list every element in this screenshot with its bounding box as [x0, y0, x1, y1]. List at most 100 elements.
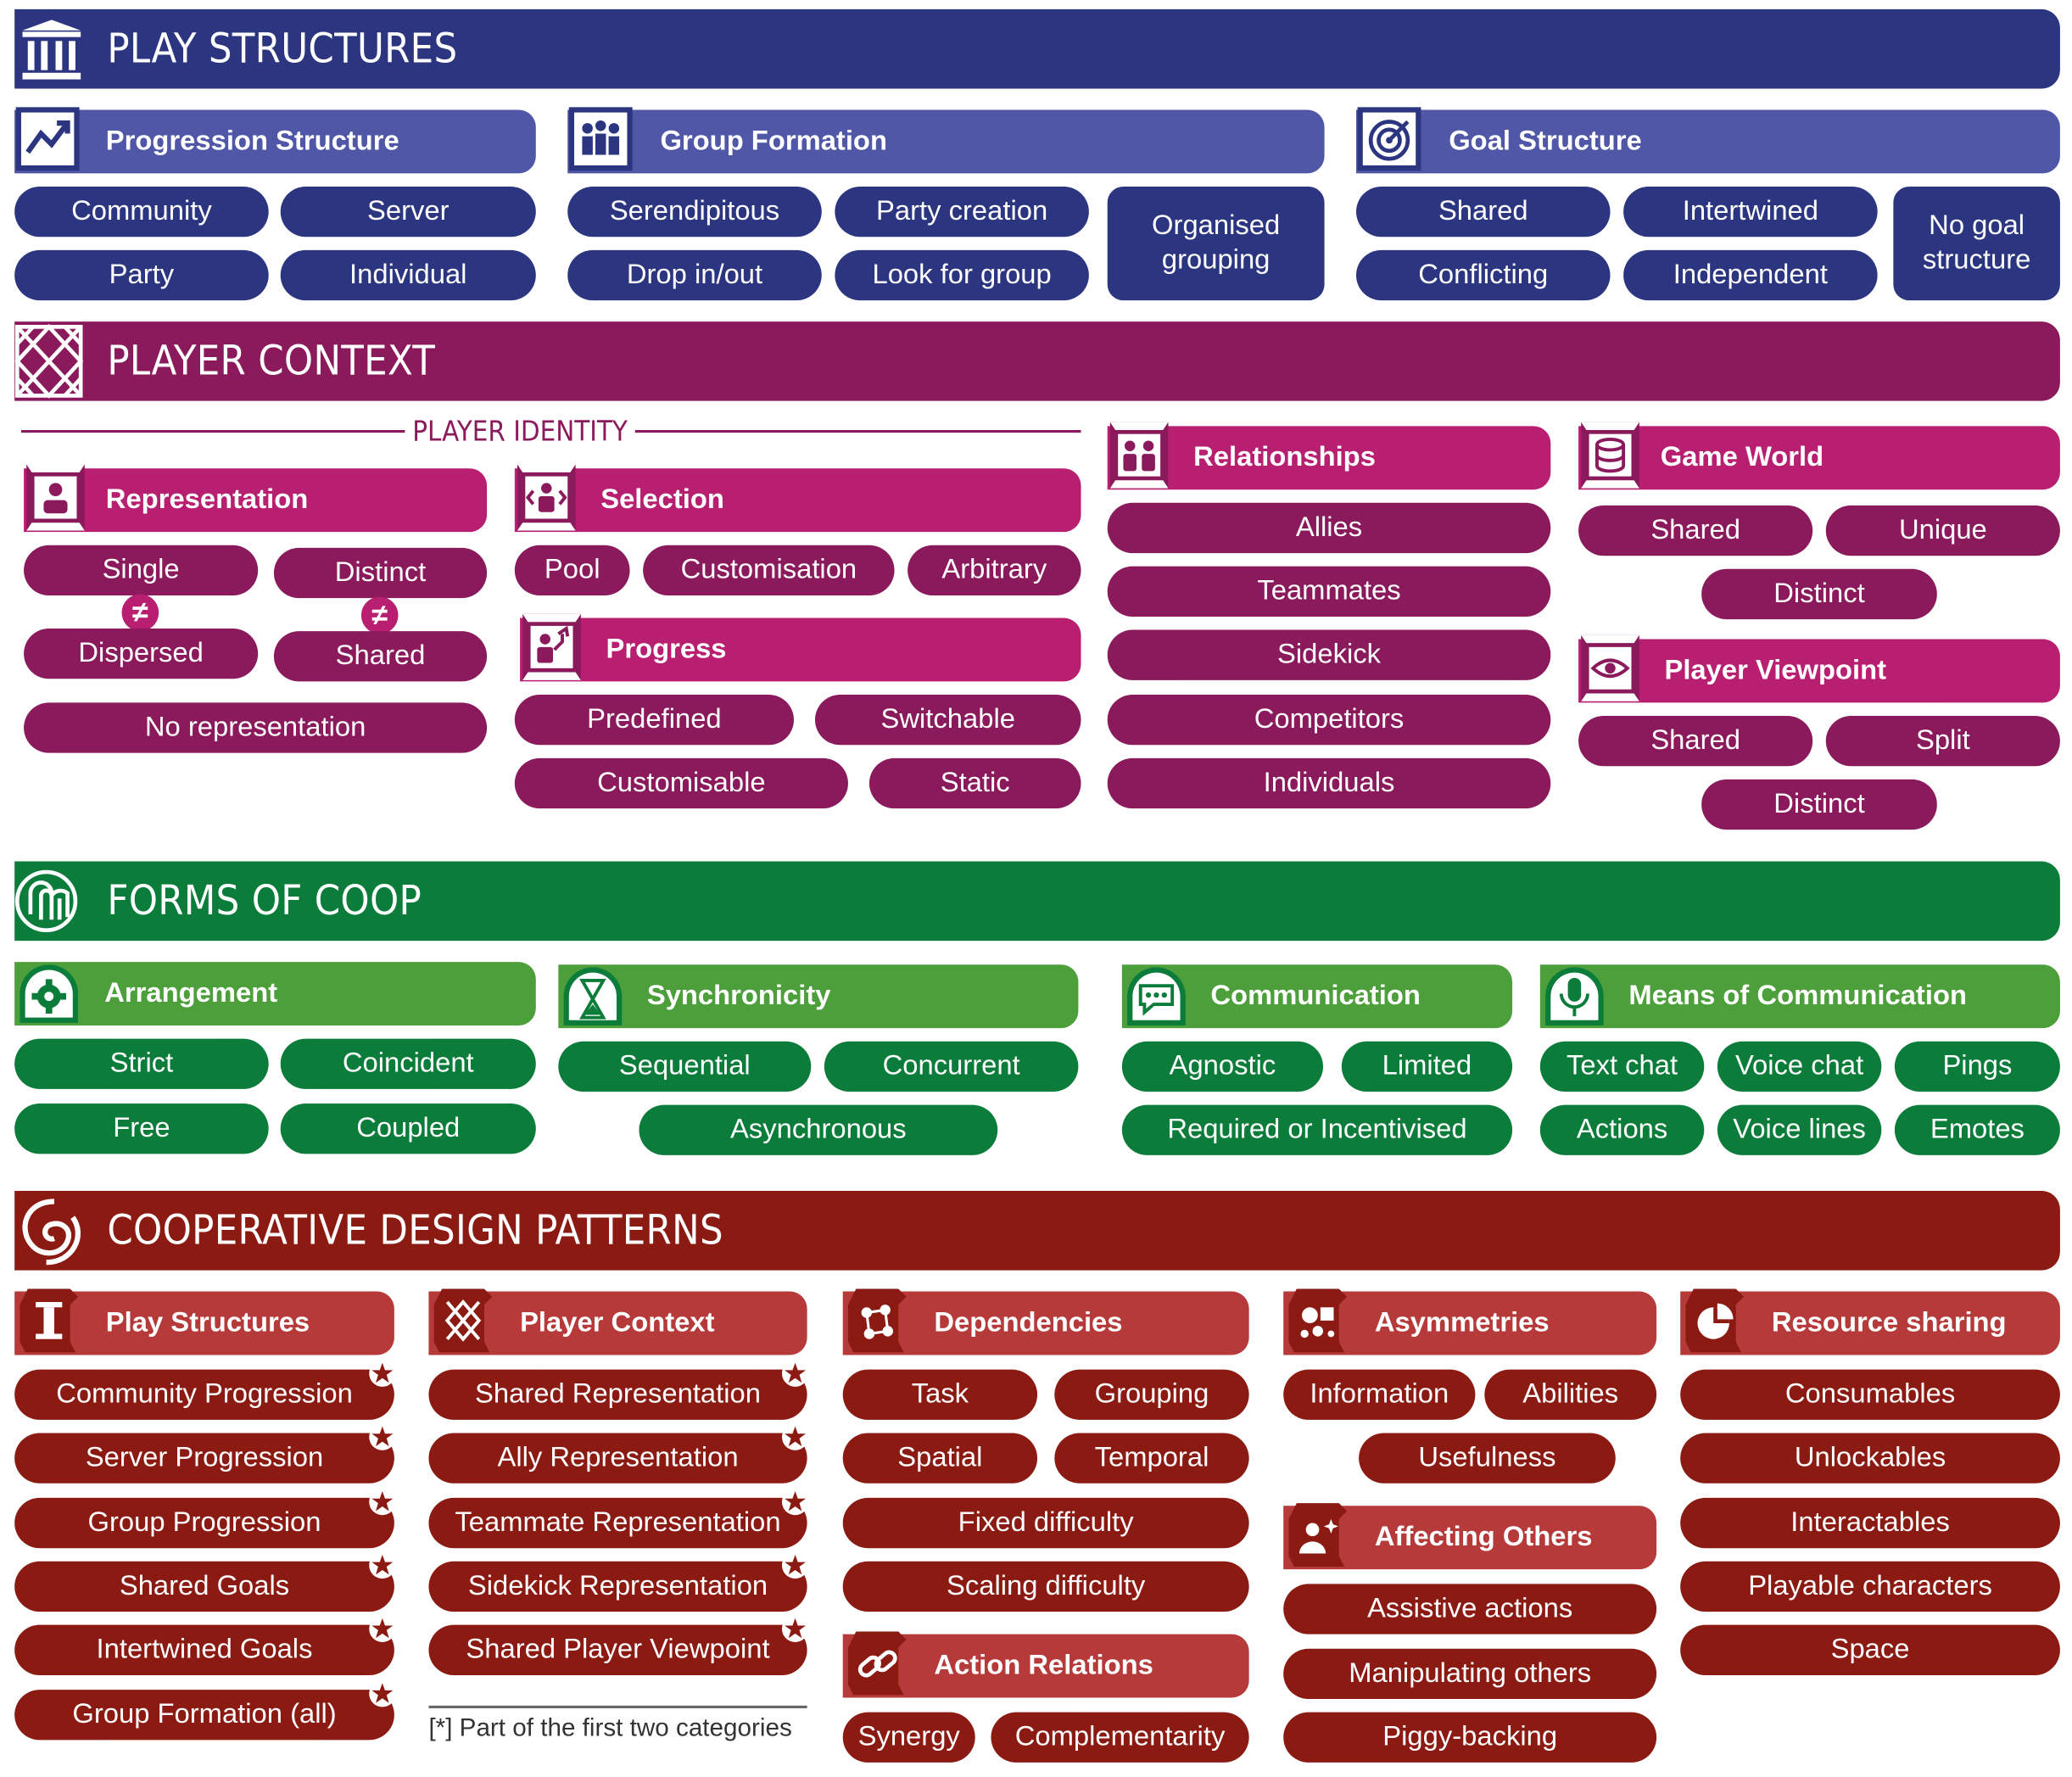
pill-organised-grouping[interactable]: Organised grouping: [1107, 186, 1325, 301]
pill-shared[interactable]: Shared: [1578, 715, 1813, 767]
pill-switchable[interactable]: Switchable: [814, 695, 1081, 746]
pill-server[interactable]: Server: [280, 186, 536, 237]
pill-grouping[interactable]: Grouping: [1054, 1369, 1249, 1420]
pill-ally-representation[interactable]: Ally Representation: [428, 1433, 807, 1484]
pill-abilities[interactable]: Abilities: [1484, 1369, 1657, 1420]
player-identity-divider-right: [634, 429, 1081, 433]
pill-text-chat[interactable]: Text chat: [1539, 1041, 1705, 1092]
pill-customisable[interactable]: Customisable: [514, 757, 848, 809]
pill-space[interactable]: Space: [1680, 1624, 2060, 1675]
chat-bubble-icon: [1127, 967, 1186, 1025]
pill-strict[interactable]: Strict: [14, 1038, 269, 1089]
pill-group-progression[interactable]: Group Progression: [14, 1497, 394, 1549]
pattern-affecting-others-header: Affecting Others: [1283, 1503, 1657, 1570]
pill-independent[interactable]: Independent: [1623, 249, 1878, 301]
pill-static[interactable]: Static: [868, 757, 1081, 809]
pattern-asymmetries-header: Asymmetries: [1283, 1288, 1657, 1355]
pill-shared-representation[interactable]: Shared Representation: [428, 1369, 807, 1420]
not-equal-icon: ≠: [121, 594, 159, 632]
means-of-communication-header: Means of Communication: [1539, 964, 2060, 1029]
pill-community-progression[interactable]: Community Progression: [14, 1369, 394, 1420]
pill-community[interactable]: Community: [14, 186, 269, 237]
pill-teammates[interactable]: Teammates: [1107, 566, 1551, 617]
pill-distinct[interactable]: Distinct: [273, 547, 488, 599]
pill-agnostic[interactable]: Agnostic: [1121, 1041, 1323, 1092]
pill-playable-characters[interactable]: Playable characters: [1680, 1561, 2060, 1612]
pill-party[interactable]: Party: [14, 249, 269, 301]
gear-icon: [20, 964, 79, 1023]
pill-pings[interactable]: Pings: [1894, 1041, 2060, 1092]
category-title: Relationships: [1193, 442, 1376, 472]
pill-usefulness[interactable]: Usefulness: [1359, 1433, 1616, 1484]
pill-emotes[interactable]: Emotes: [1894, 1104, 2060, 1155]
pill-unique[interactable]: Unique: [1825, 505, 2060, 556]
pill-manipulating-others[interactable]: Manipulating others: [1283, 1648, 1657, 1700]
pill-shared[interactable]: Shared: [1356, 186, 1611, 237]
pill-teammate-representation[interactable]: Teammate Representation: [428, 1497, 807, 1549]
pill-voice-chat[interactable]: Voice chat: [1717, 1041, 1882, 1092]
pill-coincident[interactable]: Coincident: [280, 1038, 536, 1089]
dependencies-icon: [847, 1288, 907, 1353]
pill-spatial[interactable]: Spatial: [842, 1433, 1038, 1484]
pill-required-or-incentivised[interactable]: Required or Incentivised: [1121, 1104, 1513, 1155]
pill-sidekick-representation[interactable]: Sidekick Representation: [428, 1561, 807, 1612]
pill-sequential[interactable]: Sequential: [558, 1041, 812, 1092]
pill-intertwined-goals[interactable]: Intertwined Goals: [14, 1624, 394, 1675]
pill-scaling-difficulty[interactable]: Scaling difficulty: [842, 1561, 1249, 1612]
pill-actions[interactable]: Actions: [1539, 1104, 1705, 1155]
pill-consumables[interactable]: Consumables: [1680, 1369, 2060, 1420]
pill-shared-player-viewpoint[interactable]: Shared Player Viewpoint: [428, 1624, 807, 1675]
pill-split[interactable]: Split: [1825, 715, 2060, 767]
pill-pool[interactable]: Pool: [514, 545, 630, 595]
pill-assistive-actions[interactable]: Assistive actions: [1283, 1584, 1657, 1635]
pill-distinct[interactable]: Distinct: [1701, 779, 1937, 830]
pill-conflicting[interactable]: Conflicting: [1356, 249, 1611, 301]
pill-dispersed[interactable]: Dispersed: [24, 629, 259, 679]
pill-coupled[interactable]: Coupled: [280, 1104, 536, 1154]
pill-limited[interactable]: Limited: [1341, 1041, 1513, 1092]
pill-individuals[interactable]: Individuals: [1107, 757, 1551, 809]
pill-task[interactable]: Task: [842, 1369, 1038, 1420]
select-person-icon: [517, 464, 576, 531]
relationships-header: Relationships: [1107, 422, 1551, 490]
pill-complementarity[interactable]: Complementarity: [991, 1712, 1249, 1763]
pill-arbitrary[interactable]: Arbitrary: [908, 545, 1081, 595]
pill-interactables[interactable]: Interactables: [1680, 1497, 2060, 1549]
group-people-icon: [568, 107, 633, 171]
pill-concurrent[interactable]: Concurrent: [824, 1041, 1079, 1092]
communication-header: Communication: [1121, 964, 1513, 1029]
pill-look-for-group[interactable]: Look for group: [835, 249, 1089, 301]
pill-information[interactable]: Information: [1283, 1369, 1476, 1420]
pill-synergy[interactable]: Synergy: [842, 1712, 975, 1763]
pill-intertwined[interactable]: Intertwined: [1623, 186, 1878, 237]
pill-voice-lines[interactable]: Voice lines: [1717, 1104, 1882, 1155]
pill-individual[interactable]: Individual: [280, 249, 536, 301]
pill-no-goal-structure[interactable]: No goal structure: [1893, 186, 2060, 301]
pill-shared[interactable]: Shared: [1578, 505, 1813, 556]
pill-customisation[interactable]: Customisation: [643, 545, 895, 595]
pill-drop-in-out[interactable]: Drop in/out: [567, 249, 822, 301]
pill-shared[interactable]: Shared: [273, 631, 488, 682]
category-title: Arrangement: [104, 977, 278, 1009]
pill-serendipitous[interactable]: Serendipitous: [567, 186, 822, 237]
pill-distinct[interactable]: Distinct: [1701, 568, 1937, 620]
pill-free[interactable]: Free: [14, 1104, 269, 1154]
pill-unlockables[interactable]: Unlockables: [1680, 1433, 2060, 1484]
pillar-icon: [17, 14, 87, 84]
pill-group-formation-all[interactable]: Group Formation (all): [14, 1690, 394, 1741]
pill-server-progression[interactable]: Server Progression: [14, 1433, 394, 1484]
pill-predefined[interactable]: Predefined: [514, 695, 794, 746]
swirl-icon: [22, 1199, 81, 1266]
pill-shared-goals[interactable]: Shared Goals: [14, 1561, 394, 1612]
pill-party-creation[interactable]: Party creation: [835, 186, 1089, 237]
star-icon: [781, 1551, 809, 1579]
pill-fixed-difficulty[interactable]: Fixed difficulty: [842, 1497, 1249, 1549]
pill-temporal[interactable]: Temporal: [1054, 1433, 1249, 1484]
pill-no-representation[interactable]: No representation: [24, 702, 488, 753]
pill-sidekick[interactable]: Sidekick: [1107, 629, 1551, 680]
pill-allies[interactable]: Allies: [1107, 502, 1551, 554]
pill-asynchronous[interactable]: Asynchronous: [639, 1104, 998, 1155]
pill-single[interactable]: Single: [24, 545, 259, 595]
pill-piggy-backing[interactable]: Piggy-backing: [1283, 1712, 1657, 1763]
pill-competitors[interactable]: Competitors: [1107, 695, 1551, 746]
